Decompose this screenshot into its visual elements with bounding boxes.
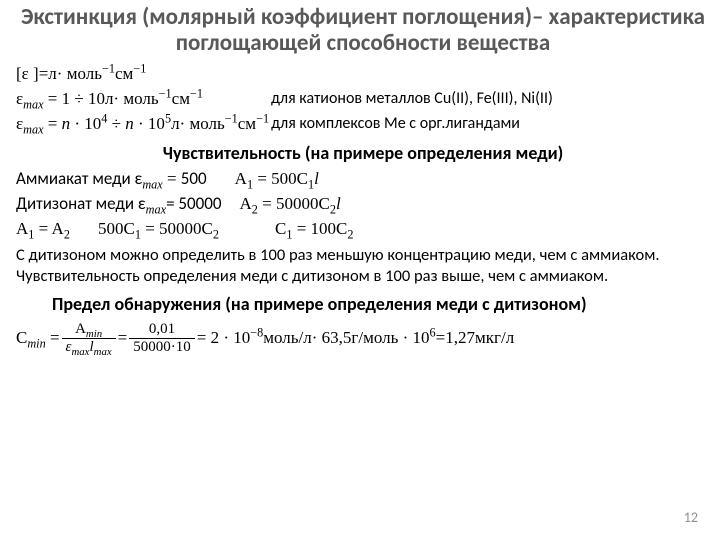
page-number: 12 [684,509,698,526]
row-cmin: Cmin = Amin εmaxlmax = 0,01 50000·10 = 2… [16,321,710,355]
heading-sensitivity: Чувствительность (на примере определения… [16,142,710,164]
row-ammine: Аммиакат меди εmax = 500 A1 = 500C1l [16,168,710,191]
eq-emax-complex: εmax = n · 104 ÷ n · 105л· моль−1см−1 дл… [16,113,710,136]
eq-units: [ɛ ]=л· моль−1см−1 [16,63,710,86]
note-complex: для комплексов Ме с орг.лигандами [271,113,520,135]
row-equalities: A1 = A2 500C1 = 50000C2 C1 = 100C2 [16,218,710,241]
note-cations: для катионов металлов Cu(II), Fe(III), N… [271,88,553,110]
row-dithizonate: Дитизонат меди εmax= 50000 A2 = 50000C2l [16,193,710,216]
eq-emax-range: εmax = 1 ÷ 10л· моль−1см−1 для катионов … [16,88,710,111]
slide-title: Экстинкция (молярный коэффициент поглоще… [16,4,710,57]
heading-detection-limit: Предел обнаружения (на примере определен… [52,293,710,315]
paragraph-conclusion: С дитизоном можно определить в 100 раз м… [16,245,710,288]
